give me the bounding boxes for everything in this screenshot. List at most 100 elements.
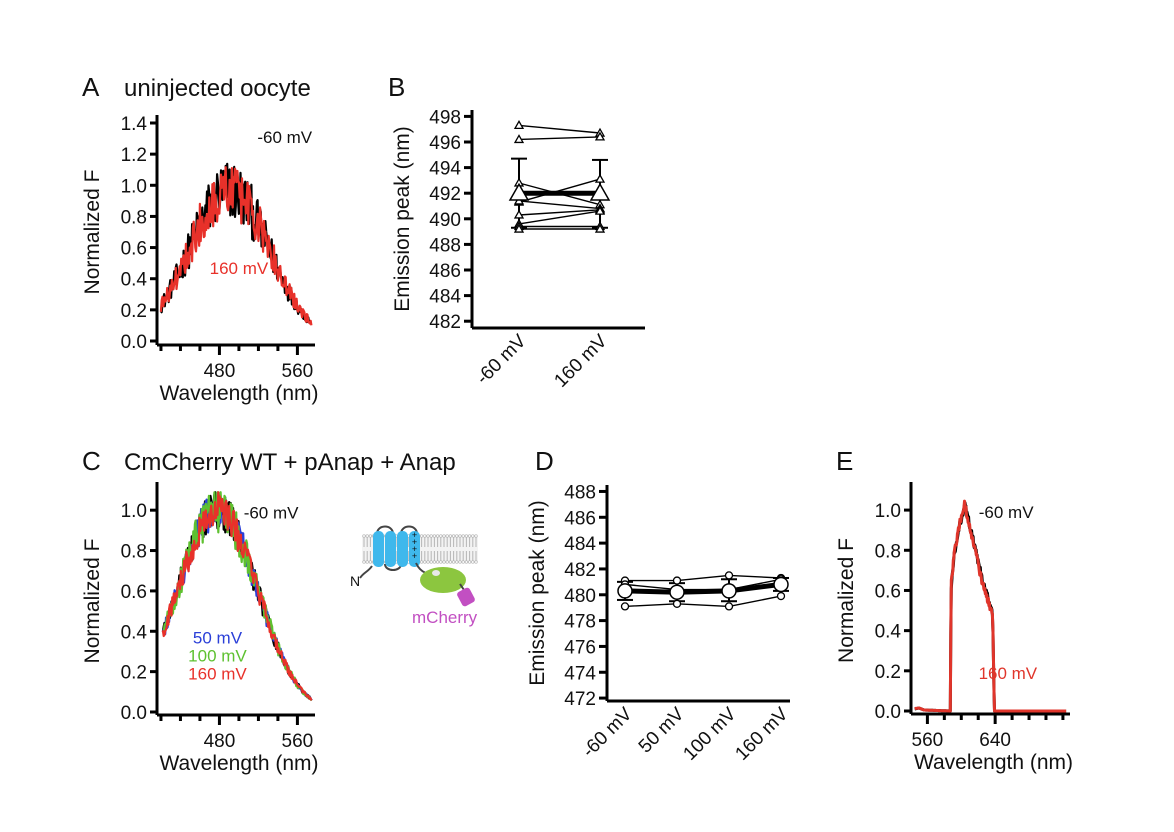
- lipid-head: [435, 560, 440, 564]
- lipid-head: [426, 560, 430, 564]
- panel-c-x-tick-label: 480: [204, 731, 236, 752]
- panel-d-y-tick-label: 486: [564, 508, 596, 529]
- panel-b-individual-line: [518, 210, 601, 225]
- lipid-head: [464, 534, 469, 538]
- panel-d-mean-point: [721, 583, 737, 599]
- lipid-head: [435, 534, 440, 538]
- panel-c-y-tick-label: 0.6: [121, 582, 147, 603]
- panel-b-individual-point: [594, 131, 606, 141]
- panel-a-title: uninjected oocyte: [124, 75, 311, 102]
- panel-c-x-tick-label: 560: [282, 731, 314, 752]
- panel-b-chart: 482 484 486 488 490 492 494 496 498 -60 mV 160 mV E…: [391, 107, 645, 392]
- mcherry-label: mCherry: [412, 608, 478, 627]
- panel-a-letter: A: [82, 72, 100, 102]
- panel-c-legend-label: -60 mV: [244, 503, 299, 522]
- panel-d-y-tick-label: 474: [564, 663, 596, 684]
- panel-d-mean-point: [617, 583, 633, 599]
- panel-d-individual-line: [624, 595, 782, 608]
- panel-a-y-tick-label: 0.0: [121, 332, 147, 353]
- lipid-head: [471, 534, 475, 538]
- lipid-head: [365, 560, 369, 564]
- panel-d-individual-point: [724, 602, 734, 611]
- mcherry-barrel-icon: [457, 587, 475, 607]
- panel-e-y-tick-label: 0.4: [875, 622, 902, 643]
- panel-a-y-axis-title: Normalized F: [81, 170, 104, 295]
- panel-e-legend-label: 160 mV: [979, 664, 1038, 683]
- panel-a-series-60mV: [160, 162, 312, 325]
- panel-b-individual-line: [518, 200, 601, 210]
- panel-c-y-tick-label: 0.8: [121, 542, 147, 563]
- panel-e-x-tick-label: 640: [979, 730, 1011, 751]
- panel-d-y-tick-label: 482: [564, 560, 596, 581]
- panel-c-x-axis-title: Wavelength (nm): [159, 752, 318, 775]
- panel-a-series-160mV: [159, 166, 313, 326]
- lipid-head: [439, 560, 443, 564]
- s4-helix-icon: [409, 531, 420, 567]
- panel-b-individual-line: [518, 124, 601, 134]
- panel-d-individual-point: [672, 576, 682, 585]
- n-terminus-linker: [359, 565, 373, 579]
- panel-a-x-axis-title: Wavelength (nm): [159, 382, 318, 405]
- lipid-head: [432, 534, 437, 538]
- gating-charges: + + + +: [412, 530, 417, 561]
- anap-domain-icon: [420, 567, 466, 593]
- panel-e-y-axis-title: Normalized F: [835, 538, 858, 663]
- panel-d-mean-point: [669, 584, 685, 600]
- lipid-head: [429, 560, 433, 564]
- lipid-head: [429, 534, 433, 538]
- panel-d-individual-point: [724, 571, 734, 580]
- lipid-head: [419, 560, 424, 564]
- panel-a-y-tick-label: 0.6: [121, 239, 147, 260]
- lipid-head: [464, 560, 469, 564]
- panel-b-individual-point: [513, 120, 525, 130]
- panel-b-y-tick-label: 490: [429, 210, 461, 231]
- panel-b-y-tick-label: 492: [429, 184, 461, 205]
- panel-c-y-tick-label: 0.4: [121, 622, 148, 643]
- lipid-head: [368, 534, 373, 538]
- lipid-head: [448, 560, 453, 564]
- lipid-head: [445, 534, 449, 538]
- n-terminus-label: N: [350, 573, 360, 589]
- panel-d-y-tick-label: 480: [564, 586, 596, 607]
- panel-a-y-tick-label: 1.2: [121, 145, 147, 166]
- panel-a-x-tick-label: 560: [282, 361, 314, 382]
- panel-b-individual-point: [513, 134, 525, 144]
- lipid-head: [451, 560, 456, 564]
- panel-e-y-tick-label: 0.6: [875, 581, 901, 602]
- lipid-head: [461, 560, 465, 564]
- panel-b-mean-point: [508, 182, 530, 201]
- lipid-head: [432, 560, 437, 564]
- panel-c-y-tick-label: 0.0: [121, 703, 147, 724]
- panel-c-title: CmCherry WT + pAnap + Anap: [124, 449, 456, 476]
- panel-b-y-tick-label: 482: [429, 312, 461, 333]
- panel-b-y-tick-label: 494: [429, 159, 461, 180]
- panel-c-legend-label: 50 mV: [193, 628, 243, 647]
- panel-e-legend-label: -60 mV: [979, 503, 1034, 522]
- panel-d-individual-line: [625, 574, 782, 582]
- panel-d-y-tick-label: 488: [564, 482, 596, 503]
- panel-a-x-tick-label: 480: [204, 361, 236, 382]
- panel-d-y-tick-label: 484: [564, 534, 596, 555]
- panel-b-individual-line: [518, 209, 601, 216]
- panel-b-y-axis-title: Emission peak (nm): [391, 126, 414, 312]
- panel-b-letter: B: [388, 72, 405, 102]
- lipid-head: [365, 534, 369, 538]
- panel-d-x-tick-label: 100 mV: [679, 703, 740, 764]
- panel-e-y-tick-label: 0.0: [875, 702, 901, 723]
- panel-b-individual-line: [518, 178, 601, 203]
- panel-b-individual-point: [594, 223, 606, 233]
- panel-e-y-tick-label: 0.2: [875, 662, 901, 683]
- panel-e-series-160mV: [913, 499, 1068, 713]
- panel-c-letter: C: [82, 446, 101, 476]
- panel-e-letter: E: [836, 446, 853, 476]
- panel-b-y-tick-label: 488: [429, 235, 461, 256]
- lipid-head: [455, 534, 459, 538]
- panel-b-individual-point: [594, 205, 606, 215]
- panel-b-y-tick-label: 486: [429, 261, 461, 282]
- panel-a-y-tick-label: 0.8: [121, 207, 147, 228]
- panel-c-y-tick-label: 0.2: [121, 663, 147, 684]
- lipid-head: [419, 534, 424, 538]
